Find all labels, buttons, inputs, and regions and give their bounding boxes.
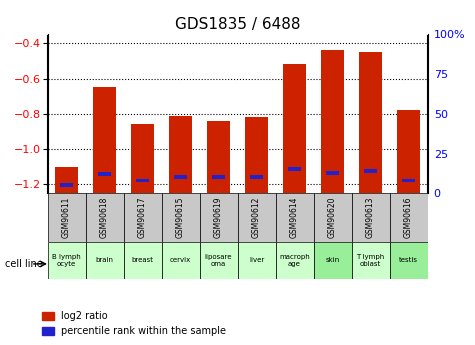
Bar [390, 193, 428, 242]
Text: cervix: cervix [170, 257, 191, 264]
Legend: log2 ratio, percentile rank within the sample: log2 ratio, percentile rank within the s… [38, 307, 230, 340]
Bar [200, 241, 238, 279]
Bar [321, 50, 344, 193]
Text: skin: skin [325, 257, 340, 264]
Bar [207, 121, 230, 193]
Bar [288, 167, 301, 171]
Bar [314, 193, 352, 242]
Bar [364, 169, 377, 173]
Bar [250, 175, 263, 179]
Bar [276, 241, 314, 279]
Bar [136, 178, 149, 183]
Bar [283, 65, 306, 193]
Bar [60, 183, 73, 187]
Bar [314, 241, 352, 279]
Text: liver: liver [249, 257, 264, 264]
Text: GSM90614: GSM90614 [290, 197, 299, 238]
Title: GDS1835 / 6488: GDS1835 / 6488 [175, 17, 300, 32]
Bar [169, 116, 192, 193]
Bar [162, 193, 199, 242]
Text: GSM90613: GSM90613 [366, 197, 375, 238]
Text: GSM90611: GSM90611 [62, 197, 71, 238]
Text: brain: brain [95, 257, 114, 264]
Bar [359, 52, 382, 193]
Bar [238, 241, 276, 279]
Bar [98, 172, 111, 176]
Text: GSM90616: GSM90616 [404, 197, 413, 238]
Bar [245, 117, 268, 193]
Text: cell line: cell line [5, 259, 42, 269]
Bar [124, 193, 162, 242]
Text: GSM90612: GSM90612 [252, 197, 261, 238]
Text: GSM90619: GSM90619 [214, 197, 223, 238]
Text: testis: testis [399, 257, 418, 264]
Bar [276, 193, 314, 242]
Bar [86, 193, 124, 242]
Bar [402, 178, 415, 183]
Bar [397, 110, 420, 193]
Bar [352, 193, 390, 242]
Text: T lymph
oblast: T lymph oblast [356, 254, 385, 267]
Text: GSM90620: GSM90620 [328, 197, 337, 238]
Bar [124, 241, 162, 279]
Text: B lymph
ocyte: B lymph ocyte [52, 254, 81, 267]
Text: GSM90618: GSM90618 [100, 197, 109, 238]
Bar [326, 170, 339, 175]
Bar [93, 87, 116, 193]
Bar [390, 241, 428, 279]
Bar [212, 175, 225, 179]
Text: GSM90615: GSM90615 [176, 197, 185, 238]
Bar [86, 241, 124, 279]
Bar [48, 193, 86, 242]
Bar [200, 193, 238, 242]
Bar [352, 241, 390, 279]
Text: GSM90617: GSM90617 [138, 197, 147, 238]
Bar [238, 193, 276, 242]
Bar [48, 241, 86, 279]
Bar [131, 125, 154, 193]
Text: macroph
age: macroph age [279, 254, 310, 267]
Text: breast: breast [132, 257, 153, 264]
Bar [162, 241, 199, 279]
Bar [55, 167, 78, 193]
Bar [174, 175, 187, 179]
Text: liposare
oma: liposare oma [205, 254, 232, 267]
